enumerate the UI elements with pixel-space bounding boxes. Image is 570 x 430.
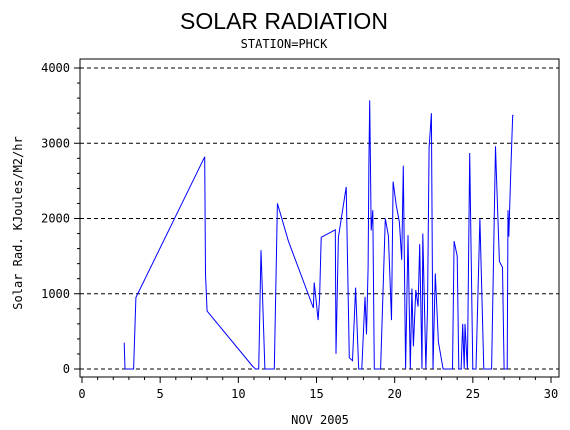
y-tick-label-3000: 3000	[41, 136, 70, 150]
y-axis-ticks: 0 1000 2000 3000 4000	[41, 61, 80, 376]
x-tick-label-20: 20	[387, 387, 401, 401]
y-tick-label-2000: 2000	[41, 212, 70, 226]
chart-title: SOLAR RADIATION	[180, 8, 388, 34]
x-tick-label-0: 0	[78, 387, 85, 401]
x-tick-label-15: 15	[309, 387, 323, 401]
y-tick-label-4000: 4000	[41, 61, 70, 75]
x-tick-label-30: 30	[544, 387, 558, 401]
y-tick-label-0: 0	[63, 362, 70, 376]
chart-subtitle: STATION=PHCK	[241, 37, 328, 51]
x-axis-label: NOV 2005	[291, 413, 349, 427]
series-line-0	[123, 100, 514, 370]
plot-frame	[79, 58, 560, 378]
x-axis-ticks: 0 5 10 15 20 25 30	[78, 377, 558, 401]
x-tick-label-25: 25	[466, 387, 480, 401]
series-layer	[123, 100, 514, 370]
gridlines	[80, 67, 559, 370]
x-tick-label-5: 5	[157, 387, 164, 401]
x-tick-label-10: 10	[231, 387, 245, 401]
y-axis-label: Solar Rad. KJoules/M2/hr	[11, 136, 25, 309]
y-tick-label-1000: 1000	[41, 287, 70, 301]
